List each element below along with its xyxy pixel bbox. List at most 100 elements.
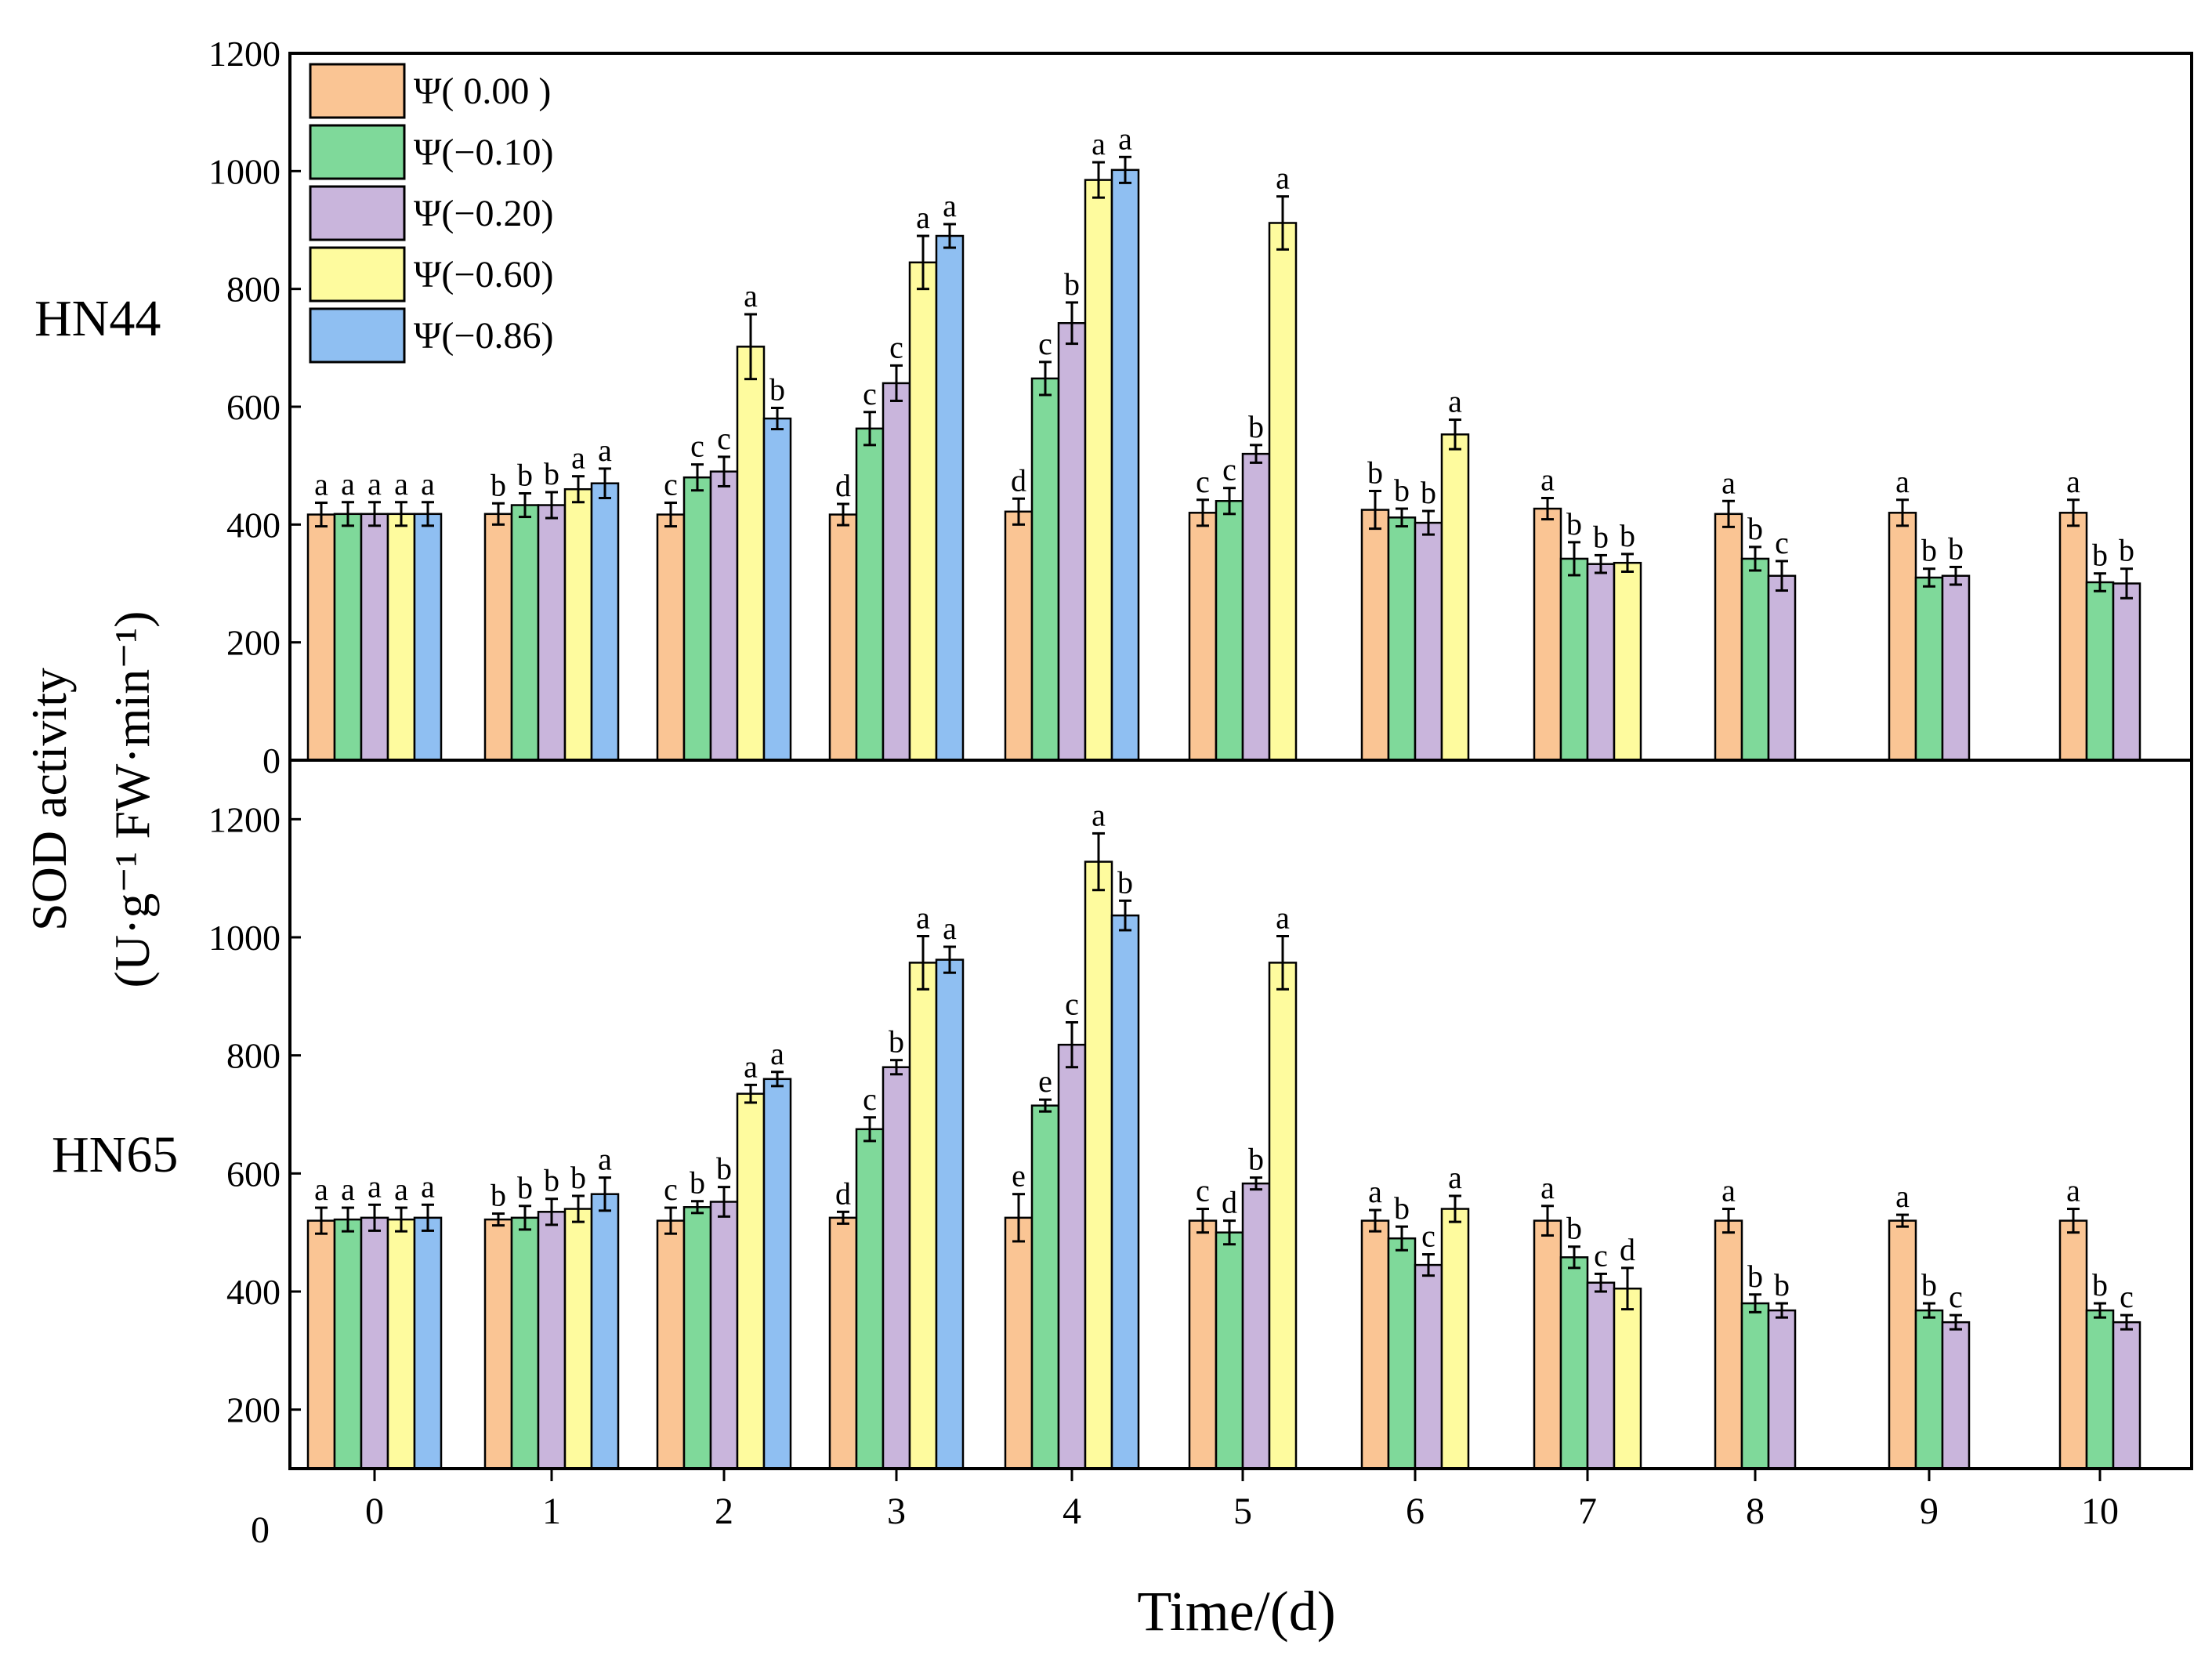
significance-letter-HN65-d1-s2: b [544, 1163, 559, 1198]
significance-letter-HN65-d6-s1: b [1394, 1190, 1410, 1226]
bar-HN65-d7-s0 [1533, 1219, 1562, 1470]
significance-letter-HN44-d5-s1: c [1222, 452, 1236, 487]
bar-HN65-d2-s0 [656, 1219, 686, 1470]
bar-HN44-d8-s1 [1740, 557, 1770, 762]
bar-HN65-d8-s0 [1714, 1219, 1743, 1470]
significance-letter-HN44-d0-s0: a [314, 467, 328, 502]
bar-HN65-d6-s2 [1414, 1263, 1443, 1470]
significance-letter-HN65-d4-s3: a [1092, 797, 1106, 832]
significance-letter-HN44-d0-s2: a [367, 466, 382, 502]
significance-letter-HN44-d10-s2: b [2119, 533, 2134, 568]
bar-HN65-d2-s3 [736, 1092, 766, 1470]
y-tick-label-1-1: 400 [226, 1272, 281, 1312]
legend-swatch-4 [309, 307, 406, 364]
y-tick-label-0-4: 800 [226, 270, 281, 310]
significance-letter-HN65-d7-s3: d [1620, 1232, 1635, 1267]
x-tick-label-0: 0 [365, 1491, 384, 1532]
significance-letter-HN44-d3-s3: a [916, 200, 930, 235]
significance-letter-HN65-d2-s4: a [770, 1036, 784, 1071]
bar-HN65-d0-s4 [413, 1216, 443, 1470]
x-tick-label-4: 4 [1063, 1491, 1081, 1532]
significance-letter-HN65-d2-s3: a [744, 1049, 758, 1084]
panel-label-bottom: HN65 [52, 1126, 178, 1183]
bar-HN65-d1-s3 [563, 1208, 593, 1470]
significance-letter-HN44-d2-s1: c [690, 429, 704, 464]
significance-letter-HN65-d10-s0: a [2066, 1173, 2080, 1208]
significance-letter-HN65-d3-s2: b [889, 1024, 904, 1060]
bar-HN65-d3-s4 [935, 958, 965, 1470]
bar-HN44-d2-s3 [736, 346, 766, 762]
significance-letter-HN44-d1-s4: a [598, 433, 612, 468]
bar-HN44-d9-s0 [1888, 512, 1917, 762]
bar-HN44-d4-s3 [1084, 179, 1113, 762]
legend-swatch-2 [309, 185, 406, 241]
bar-HN44-d6-s2 [1414, 521, 1443, 762]
bar-HN44-d2-s4 [762, 417, 792, 762]
bar-HN65-d0-s3 [386, 1218, 416, 1470]
significance-letter-HN44-d3-s2: c [889, 329, 903, 364]
significance-letter-HN44-d7-s2: b [1593, 519, 1609, 554]
significance-letter-HN65-d4-s4: b [1117, 864, 1133, 900]
significance-letter-HN44-d5-s0: c [1196, 464, 1210, 499]
bar-HN44-d10-s2 [2112, 582, 2141, 762]
significance-letter-HN44-d5-s2: b [1248, 409, 1264, 444]
bar-HN44-d3-s3 [908, 261, 938, 762]
significance-letter-HN44-d1-s0: b [491, 467, 506, 502]
significance-letter-HN65-d3-s1: c [863, 1081, 877, 1117]
significance-letter-HN65-d9-s1: b [1921, 1267, 1937, 1303]
bar-HN44-d7-s3 [1613, 561, 1642, 762]
significance-letter-HN65-d3-s4: a [943, 911, 957, 946]
bar-HN65-d10-s0 [2058, 1219, 2088, 1470]
significance-letter-HN65-d2-s0: c [664, 1172, 678, 1207]
significance-letter-HN44-d3-s1: c [863, 376, 877, 411]
bar-HN65-d3-s1 [855, 1128, 885, 1470]
bar-HN65-d8-s2 [1767, 1309, 1797, 1470]
significance-letter-HN44-d1-s2: b [544, 456, 559, 491]
significance-letter-HN44-d9-s1: b [1921, 533, 1937, 568]
significance-letter-HN65-d9-s2: c [1949, 1279, 1963, 1314]
bar-HN65-d0-s2 [360, 1216, 389, 1470]
significance-letter-HN65-d7-s0: a [1540, 1170, 1555, 1205]
significance-letter-HN65-d4-s0: e [1012, 1158, 1026, 1194]
x-tick-label-1: 1 [542, 1491, 561, 1532]
panel-label-top: HN44 [34, 290, 161, 347]
bar-HN44-d1-s2 [537, 504, 567, 762]
significance-letter-HN44-d0-s3: a [394, 466, 408, 502]
significance-letter-HN44-d0-s1: a [341, 466, 355, 502]
text-layer: HN44 HN65 Time/(d) SOD activity (U·g⁻¹ F… [21, 290, 1336, 1643]
legend-swatch-0 [309, 63, 406, 119]
bar-HN44-d7-s2 [1586, 563, 1616, 762]
bar-HN44-d7-s0 [1533, 507, 1562, 762]
significance-letter-HN65-d1-s4: a [598, 1142, 612, 1177]
bar-HN65-d4-s2 [1057, 1043, 1087, 1470]
significance-letter-HN65-d10-s2: c [2120, 1279, 2134, 1314]
bar-HN44-d5-s1 [1215, 500, 1244, 762]
bar-HN65-d7-s2 [1586, 1281, 1616, 1470]
bar-HN65-d3-s3 [908, 962, 938, 1470]
significance-letter-HN44-d7-s1: b [1566, 506, 1582, 542]
bar-HN65-d4-s3 [1084, 860, 1113, 1470]
significance-letter-HN65-d7-s1: b [1566, 1211, 1582, 1246]
bar-HN44-d2-s1 [682, 476, 712, 762]
bar-HN44-d7-s1 [1559, 557, 1589, 762]
y-tick-label-0-0: 0 [262, 741, 281, 781]
bar-HN65-d10-s2 [2112, 1321, 2141, 1470]
bar-HN44-d3-s2 [882, 382, 911, 762]
bar-HN44-d0-s3 [386, 513, 416, 762]
bar-HN65-d4-s4 [1110, 914, 1140, 1470]
significance-letter-HN44-d7-s3: b [1620, 518, 1635, 553]
bar-HN44-d4-s1 [1030, 377, 1060, 762]
significance-letter-HN44-d2-s3: a [744, 278, 758, 313]
significance-letter-HN44-d8-s2: c [1775, 525, 1789, 560]
significance-letter-HN65-d5-s3: a [1276, 900, 1290, 935]
x-tick-label-2: 2 [715, 1491, 733, 1532]
bar-HN65-d5-s1 [1215, 1231, 1244, 1470]
bar-HN44-d2-s2 [709, 470, 739, 762]
bar-HN44-d0-s0 [306, 513, 336, 762]
significance-letter-HN44-d5-s3: a [1276, 161, 1290, 196]
significance-letter-HN65-d5-s2: b [1248, 1142, 1264, 1177]
significance-letter-HN44-d7-s0: a [1540, 462, 1555, 498]
significance-letter-HN65-d0-s3: a [394, 1172, 408, 1207]
legend-label-2: Ψ(−0.20) [414, 193, 553, 234]
